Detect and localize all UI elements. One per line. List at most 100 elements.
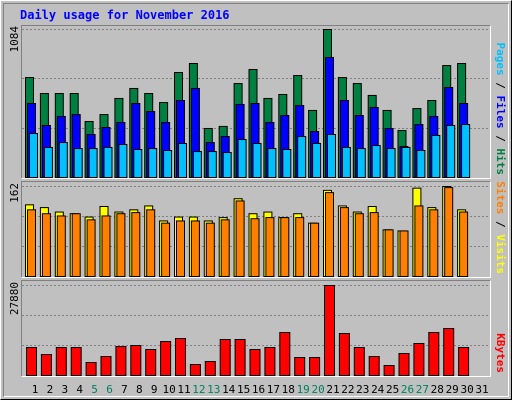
- bar: [252, 143, 262, 179]
- legend-entry: KBytes: [494, 333, 507, 373]
- bar: [41, 213, 51, 278]
- frame-inner-light: [3, 3, 509, 397]
- bar: [294, 357, 306, 376]
- x-tick-label: 4: [76, 383, 83, 396]
- legend-entry: Pages: [494, 43, 507, 76]
- bar: [73, 148, 83, 178]
- x-tick-label: 16: [252, 383, 265, 396]
- bar: [163, 149, 173, 179]
- x-tick-label: 3: [61, 383, 68, 396]
- bar: [71, 213, 81, 278]
- panel-border-light: [21, 181, 491, 278]
- bar: [459, 211, 469, 277]
- bar: [207, 151, 217, 178]
- bar: [368, 355, 380, 376]
- bar: [148, 148, 158, 178]
- legend-separator: /: [494, 214, 507, 234]
- bar: [40, 354, 52, 376]
- bar: [341, 146, 351, 179]
- bar: [175, 337, 186, 376]
- legend: Sites / Visits: [494, 181, 507, 274]
- bar: [250, 218, 260, 278]
- bar: [369, 212, 379, 278]
- bar: [55, 346, 67, 376]
- frame-inner-dark: [3, 3, 509, 397]
- bar: [399, 230, 409, 277]
- bar: [309, 357, 321, 376]
- bar: [384, 229, 394, 277]
- bar: [116, 213, 126, 278]
- bar: [26, 346, 37, 376]
- bar: [234, 339, 246, 376]
- x-tick-label: 13: [207, 383, 220, 396]
- bar: [416, 149, 426, 179]
- bar: [324, 285, 335, 376]
- x-tick-label: 31: [475, 383, 488, 396]
- bar: [189, 363, 201, 376]
- bar: [414, 205, 424, 277]
- bar: [190, 220, 200, 277]
- x-tick-label: 11: [177, 383, 190, 396]
- bar: [192, 151, 202, 178]
- legend: KBytes: [494, 333, 507, 373]
- bar: [205, 222, 215, 278]
- bar: [130, 345, 142, 376]
- bar: [161, 222, 171, 278]
- panel-border-dark: [21, 181, 491, 278]
- x-tick-label: 5: [91, 383, 98, 396]
- x-tick-label: 23: [356, 383, 369, 396]
- x-tick-label: 25: [386, 383, 399, 396]
- legend-entry: Visits: [494, 234, 507, 274]
- bar: [339, 207, 349, 277]
- bar: [443, 327, 455, 376]
- bar: [398, 353, 410, 377]
- x-tick-label: 7: [121, 383, 128, 396]
- bar: [264, 346, 276, 376]
- x-tick-label: 15: [237, 383, 250, 396]
- x-tick-label: 18: [282, 383, 295, 396]
- x-tick-label: 6: [106, 383, 113, 396]
- bar: [29, 133, 38, 178]
- bar: [461, 124, 471, 179]
- bar: [282, 149, 292, 178]
- chart-title: Daily usage for November 2016: [20, 8, 230, 22]
- bar: [204, 360, 216, 376]
- bar: [220, 219, 230, 277]
- bar: [297, 136, 307, 178]
- bar: [27, 209, 36, 277]
- bar: [58, 142, 68, 179]
- bar: [237, 139, 247, 178]
- x-tick-label: 2: [47, 383, 54, 396]
- bar: [280, 217, 290, 278]
- bar: [327, 133, 336, 178]
- x-tick-label: 29: [446, 383, 459, 396]
- bar: [444, 187, 454, 277]
- bar: [145, 349, 157, 377]
- bar: [356, 148, 366, 178]
- panel-border-dark: [21, 280, 491, 377]
- bar: [118, 143, 128, 179]
- bar: [101, 215, 111, 277]
- y-tick-label: 27880: [8, 282, 21, 315]
- bar: [295, 217, 305, 278]
- bar: [43, 146, 53, 179]
- bar: [219, 339, 231, 376]
- x-tick-label: 9: [151, 383, 158, 396]
- bar: [312, 143, 322, 179]
- panel-border-light: [21, 25, 491, 179]
- legend-separator: /: [494, 76, 507, 96]
- bar: [103, 146, 113, 179]
- bar: [458, 346, 470, 376]
- bar: [249, 349, 261, 377]
- bar: [413, 342, 425, 376]
- bar: [222, 152, 232, 178]
- bar: [100, 355, 112, 376]
- bar: [133, 149, 143, 178]
- bar: [176, 220, 185, 277]
- legend-entry: Files: [494, 96, 507, 129]
- x-tick-label: 21: [326, 383, 339, 396]
- legend: Pages / Files / Hits: [494, 43, 507, 176]
